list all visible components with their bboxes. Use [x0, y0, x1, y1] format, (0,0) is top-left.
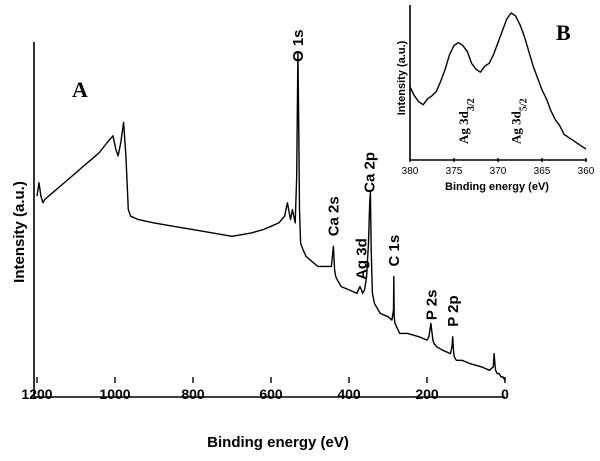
main-panel-letter: A — [72, 77, 88, 102]
main-peak-label: P 2p — [445, 295, 462, 326]
peak-label-text: C 1s — [386, 235, 403, 267]
main-x-tick-label: 1200 — [21, 386, 52, 402]
inset-x-axis-title: Binding energy (eV) — [445, 181, 549, 193]
main-x-tick-label: 0 — [501, 386, 509, 402]
inset-peak-label: Ag 3d3/2 — [456, 98, 477, 144]
main-peak-label: Ca 2s — [325, 196, 342, 236]
peak-label-subscript: 5/2 — [518, 98, 529, 111]
peak-label-text: O 1s — [290, 29, 307, 62]
inset-panel-letter: B — [556, 20, 571, 45]
inset-x-tick-label: 360 — [578, 166, 595, 177]
main-peak-label: P 2s — [424, 290, 441, 321]
main-x-tick-label: 800 — [181, 386, 205, 402]
inset-y-axis-title: Intensity (a.u.) — [396, 40, 408, 115]
main-peak-label: Ca 2p — [362, 152, 379, 193]
main-peak-label: Ag 3d — [354, 238, 371, 280]
inset-x-tick-label: 370 — [490, 166, 507, 177]
inset-ag3d-trace — [409, 12, 587, 150]
main-peak-label: C 1s — [386, 235, 403, 267]
main-axes-frame — [33, 42, 505, 398]
peak-label-text: Ca 2p — [362, 152, 379, 193]
inset-peak-label: Ag 3d5/2 — [509, 98, 530, 144]
peak-label-text: Ag 3d — [509, 110, 524, 144]
main-panel: 1200 1000 800 600 400 200 0 O 1s Ca 2s Ag 3d Ca 2… — [11, 29, 509, 451]
peak-label-text: Ag 3d — [354, 238, 371, 280]
main-survey-trace — [36, 51, 506, 381]
inset-x-tick-label: 380 — [402, 166, 419, 177]
main-peak-label: O 1s — [290, 29, 307, 62]
main-x-ticks: 1200 1000 800 600 400 200 0 — [21, 377, 509, 402]
main-x-tick-label: 400 — [337, 386, 361, 402]
main-peak-labels: O 1s Ca 2s Ag 3d Ca 2p C 1s P 2s P 2p — [290, 29, 462, 326]
main-x-tick-label: 200 — [415, 386, 439, 402]
peak-label-text: P 2p — [445, 295, 462, 326]
main-y-axis-title: Intensity (a.u.) — [11, 181, 28, 283]
peak-label-text: P 2s — [424, 290, 441, 321]
inset-x-tick-label: 365 — [534, 166, 551, 177]
peak-label-subscript: 3/2 — [465, 98, 476, 111]
peak-label-text: Ag 3d — [456, 110, 471, 144]
peak-label-text: Ca 2s — [325, 196, 342, 236]
main-x-tick-label: 1000 — [99, 386, 130, 402]
main-x-tick-label: 600 — [259, 386, 283, 402]
inset-peak-labels: Ag 3d3/2Ag 3d5/2 — [456, 98, 529, 144]
inset-x-tick-label: 375 — [446, 166, 463, 177]
inset-x-ticks: 380 375 370 365 360 — [402, 158, 595, 177]
inset-panel: 380 375 370 365 360 Ag 3d3/2Ag 3d5/2 Binding… — [396, 5, 595, 193]
main-x-axis-title: Binding energy (eV) — [207, 434, 349, 451]
